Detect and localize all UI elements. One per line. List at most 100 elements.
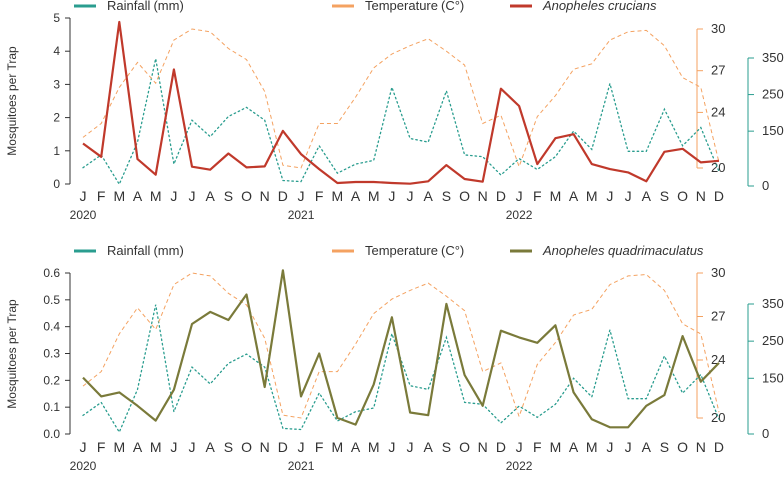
rainfall-axis-tick-label: 150	[762, 370, 784, 385]
legend-label-2: Temperature	[365, 243, 438, 258]
legend-label-2: Temperature	[365, 0, 438, 13]
month-tick-label: M	[114, 188, 126, 204]
month-tick-label: A	[133, 439, 143, 455]
year-tick-label: 2022	[506, 459, 533, 473]
month-tick-label: J	[189, 188, 196, 204]
month-tick-label: M	[114, 439, 126, 455]
month-tick-label: M	[368, 188, 380, 204]
temperature-axis-tick-label: 30	[711, 265, 725, 280]
left-axis-tick-label: 0.2	[43, 373, 60, 387]
chart-panel-2: 0.0 0.1 0.2 0.3 0.4 0.5 0.6 Mosquitoes per Trap…	[5, 243, 784, 473]
month-tick-label: A	[351, 188, 361, 204]
rainfall-axis-tick-label: 350	[762, 296, 784, 311]
temperature-axis-tick-label: 27	[711, 63, 725, 78]
month-tick-label: O	[241, 439, 252, 455]
month-tick-label: O	[677, 188, 688, 204]
month-tick-label: A	[424, 439, 434, 455]
month-tick-label: J	[170, 439, 177, 455]
month-tick-label: A	[133, 188, 143, 204]
month-tick-label: O	[459, 188, 470, 204]
month-tick-label: M	[586, 188, 598, 204]
left-axis-tick-label: 0.5	[43, 293, 60, 307]
month-tick-label: O	[677, 439, 688, 455]
month-tick-label: J	[388, 439, 395, 455]
month-tick-label: S	[660, 188, 669, 204]
rainfall-series-line	[82, 58, 720, 186]
legend-unit-2: (C°)	[441, 243, 464, 258]
month-tick-label: M	[150, 439, 162, 455]
month-tick-label: S	[224, 188, 233, 204]
month-tick-label: D	[496, 439, 506, 455]
month-tick-label: J	[606, 439, 613, 455]
left-axis-tick-label: 0.4	[43, 320, 60, 334]
month-tick-label: A	[206, 188, 216, 204]
temperature-axis-tick-label: 27	[711, 309, 725, 324]
month-tick-label: M	[368, 439, 380, 455]
month-tick-label: F	[315, 188, 324, 204]
left-axis-tick-label: 4	[53, 44, 60, 58]
legend-label-1: Rainfall	[107, 0, 150, 13]
month-tick-label: A	[206, 439, 216, 455]
month-tick-label: F	[533, 439, 542, 455]
year-tick-label: 2020	[70, 459, 97, 473]
month-tick-label: M	[550, 188, 562, 204]
rainfall-axis-tick-label: 0	[762, 178, 769, 193]
rainfall-axis-tick-label: 150	[762, 123, 784, 138]
month-tick-label: S	[660, 439, 669, 455]
month-tick-label: F	[97, 188, 106, 204]
month-tick-label: N	[696, 439, 706, 455]
month-tick-label: M	[332, 439, 344, 455]
month-tick-label: J	[388, 188, 395, 204]
left-axis-tick-label: 2	[53, 111, 60, 125]
rainfall-axis-tick-label: 250	[762, 333, 784, 348]
legend-unit-1: (mm)	[153, 0, 183, 13]
month-tick-label: J	[407, 439, 414, 455]
left-axis-tick-label: 0	[53, 177, 60, 191]
left-axis-tick-label: 0.6	[43, 266, 60, 280]
y-axis-title: Mosquitoes per Trap	[5, 46, 19, 156]
month-tick-label: J	[80, 439, 87, 455]
month-tick-label: J	[298, 188, 305, 204]
month-tick-label: A	[642, 188, 652, 204]
temperature-axis-tick-label: 30	[711, 21, 725, 36]
left-axis-tick-label: 0.0	[43, 427, 60, 441]
rainfall-axis-tick-label: 250	[762, 87, 784, 102]
month-tick-label: J	[189, 439, 196, 455]
year-tick-label: 2021	[288, 208, 315, 222]
month-tick-label: J	[516, 188, 523, 204]
month-tick-label: F	[97, 439, 106, 455]
month-tick-label: J	[625, 439, 632, 455]
y-axis-title: Mosquitoes per Trap	[5, 299, 19, 409]
month-tick-label: N	[478, 188, 488, 204]
temperature-axis-tick-label: 20	[711, 410, 725, 425]
year-tick-label: 2022	[506, 208, 533, 222]
month-tick-label: N	[478, 439, 488, 455]
month-tick-label: N	[260, 188, 270, 204]
month-tick-label: S	[224, 439, 233, 455]
month-tick-label: S	[442, 188, 451, 204]
month-tick-label: J	[80, 188, 87, 204]
left-axis-tick-label: 0.3	[43, 347, 60, 361]
month-tick-label: N	[260, 439, 270, 455]
month-tick-label: J	[170, 188, 177, 204]
month-tick-label: D	[278, 439, 288, 455]
rainfall-axis-tick-label: 0	[762, 426, 769, 441]
month-tick-label: F	[533, 188, 542, 204]
mosquito-series-line	[82, 269, 720, 429]
year-tick-label: 2020	[70, 208, 97, 222]
legend-unit-2: (C°)	[441, 0, 464, 13]
left-axis-tick-label: 0.1	[43, 400, 60, 414]
rainfall-axis-tick-label: 350	[762, 50, 784, 65]
month-tick-label: O	[459, 439, 470, 455]
year-tick-label: 2021	[288, 459, 315, 473]
month-tick-label: J	[298, 439, 305, 455]
month-tick-label: N	[696, 188, 706, 204]
month-tick-label: J	[516, 439, 523, 455]
left-axis-tick-label: 3	[53, 77, 60, 91]
temperature-axis-tick-label: 20	[711, 160, 725, 175]
temperature-series-line	[82, 28, 720, 169]
month-tick-label: F	[315, 439, 324, 455]
temperature-axis-tick-label: 24	[711, 352, 725, 367]
month-tick-label: J	[606, 188, 613, 204]
